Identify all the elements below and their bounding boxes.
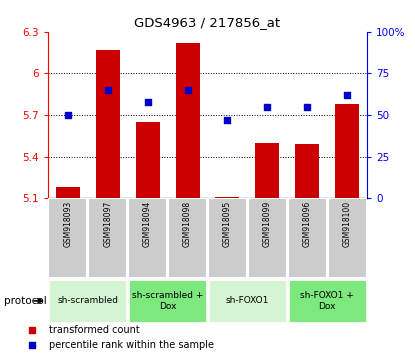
Point — [104, 87, 111, 93]
Bar — [56, 187, 80, 198]
Text: GSM918097: GSM918097 — [103, 201, 112, 247]
Bar — [176, 43, 200, 198]
Point — [304, 104, 311, 110]
Point — [29, 342, 35, 348]
Point — [64, 112, 71, 118]
Bar — [168, 198, 207, 278]
Bar — [215, 197, 239, 198]
Text: transformed count: transformed count — [49, 325, 139, 336]
Text: sh-scrambled: sh-scrambled — [57, 296, 118, 306]
Bar — [95, 50, 120, 198]
Bar — [136, 122, 159, 198]
Bar — [208, 279, 287, 323]
Text: GSM918095: GSM918095 — [223, 201, 232, 247]
Text: GSM918096: GSM918096 — [303, 201, 312, 247]
Bar — [288, 279, 367, 323]
Text: sh-scrambled +
Dox: sh-scrambled + Dox — [132, 291, 203, 310]
Point — [144, 99, 151, 104]
Point — [264, 104, 271, 110]
Text: percentile rank within the sample: percentile rank within the sample — [49, 340, 214, 350]
Text: GSM918099: GSM918099 — [263, 201, 272, 247]
Text: GSM918094: GSM918094 — [143, 201, 152, 247]
Text: protocol: protocol — [4, 296, 47, 306]
Text: sh-FOXO1 +
Dox: sh-FOXO1 + Dox — [300, 291, 354, 310]
Point — [29, 328, 35, 333]
Text: GSM918100: GSM918100 — [343, 201, 352, 247]
Bar — [48, 279, 127, 323]
Text: GSM918093: GSM918093 — [63, 201, 72, 247]
Bar — [288, 198, 327, 278]
Bar — [248, 198, 287, 278]
Bar — [328, 198, 367, 278]
Bar — [48, 198, 87, 278]
Bar — [128, 279, 207, 323]
Text: GDS4963 / 217856_at: GDS4963 / 217856_at — [134, 16, 281, 29]
Text: sh-FOXO1: sh-FOXO1 — [226, 296, 269, 306]
Bar — [128, 198, 167, 278]
Bar — [208, 198, 247, 278]
Bar — [335, 104, 359, 198]
Text: GSM918098: GSM918098 — [183, 201, 192, 247]
Point — [184, 87, 191, 93]
Bar — [256, 143, 279, 198]
Point — [344, 92, 351, 98]
Bar — [88, 198, 127, 278]
Point — [224, 117, 231, 123]
Bar — [295, 144, 320, 198]
